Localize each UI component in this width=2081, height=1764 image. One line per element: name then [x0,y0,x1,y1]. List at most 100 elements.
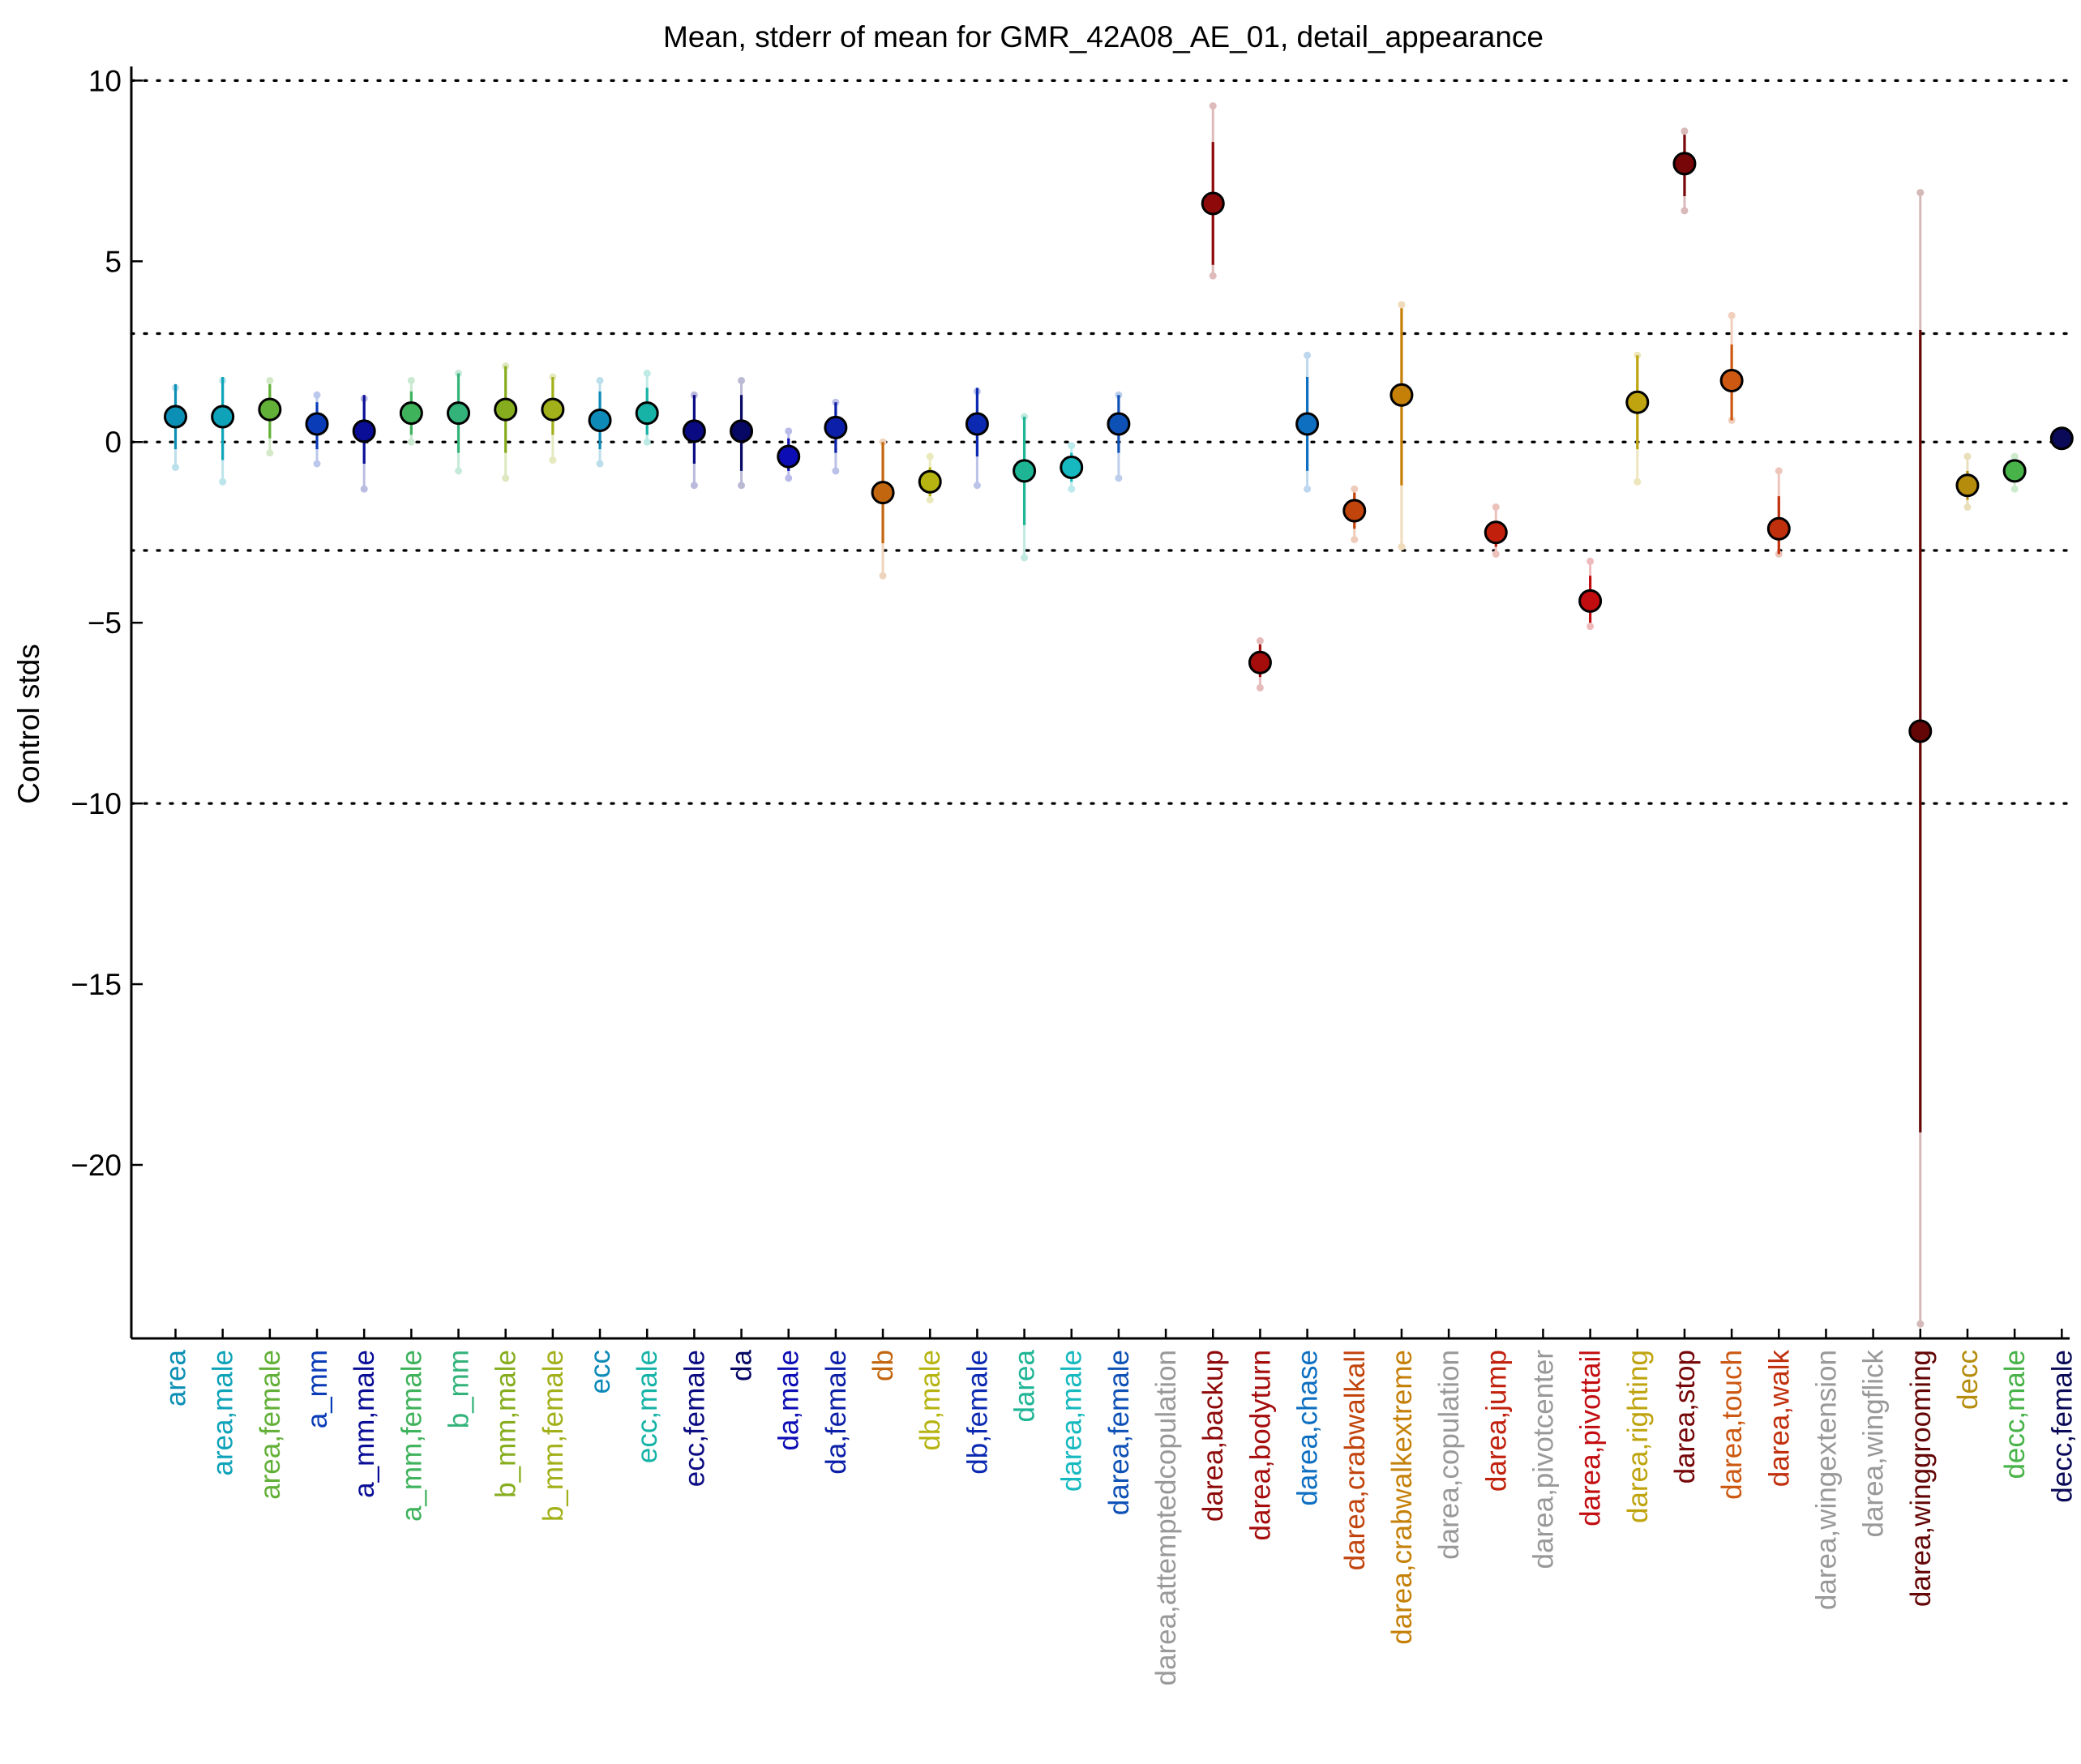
x-tick-label: darea,copulation [1433,1350,1465,1560]
x-tick-label: darea,pivotcenter [1527,1350,1559,1569]
range-min-point [360,485,368,493]
mean-point [918,469,942,494]
x-tick-label: b_mm,female [537,1350,569,1522]
x-tick-label: darea,male [1056,1350,1088,1492]
mean-point [1248,650,1272,674]
x-tick-label: darea,winggrooming [1905,1350,1937,1607]
range-min-point [407,438,415,446]
range-min-point [1963,503,1972,512]
x-tick-label: decc,male [1999,1350,2031,1479]
x-tick-label: darea,jump [1480,1350,1512,1492]
mean-point [541,397,565,422]
mean-point [1107,412,1131,436]
reference-lines [130,79,2071,805]
range-min-point [2010,485,2019,493]
x-tick-label: area [161,1349,192,1406]
range-min-point [1304,485,1312,493]
range-max-point [313,391,321,399]
mean-point [1625,390,1650,414]
range-max-point [738,376,746,384]
range-min-point [172,463,179,471]
x-tick-label: darea,walk [1763,1350,1795,1488]
mean-point [1766,516,1791,541]
x-tick-label: darea,wingflick [1858,1350,1890,1538]
x-tick-label: db,female [961,1350,993,1475]
mean-point [1955,473,1980,498]
range-min-point [455,467,463,475]
x-tick-label: darea [1009,1349,1041,1422]
range-min-point [832,467,840,475]
range-max-point [1681,127,1689,135]
x-tick-label: area,male [208,1350,239,1476]
mean-point [1484,520,1508,545]
range-min-point [690,482,698,490]
range-min-point [1586,623,1595,631]
x-tick-label: a_mm,male [349,1350,380,1498]
x-tick-label: darea,bodyturn [1244,1350,1276,1540]
x-tick-label: db,male [914,1350,946,1451]
range-max-point [1209,102,1217,110]
mean-point [399,401,423,426]
x-tick-label: b_mm [443,1350,475,1428]
range-max-point [266,376,274,384]
range-max-point [596,376,604,384]
range-min-point [1398,543,1406,551]
y-axis-label: Control stds [12,644,45,803]
mean-point [211,405,235,429]
range-min-point [643,438,651,446]
range-max-point [1775,467,1783,475]
mean-point [1201,191,1225,216]
x-tick-label: ecc,female [679,1350,710,1487]
y-tick-label: −10 [71,787,122,820]
mean-point [1719,368,1744,392]
x-tick-label: a_mm [302,1350,333,1428]
range-max-point [1304,351,1312,359]
mean-point [1342,499,1367,523]
range-max-point [643,370,651,378]
mean-point [305,412,329,436]
data-marks [164,102,2074,1328]
range-max-point [407,376,415,384]
y-tick-label: 10 [88,64,122,97]
range-min-point [738,482,746,490]
range-min-point [1681,207,1689,215]
x-tick-label: darea,chase [1292,1350,1324,1506]
x-tick-label: decc,female [2046,1350,2078,1503]
x-ticks [174,1329,2063,1338]
x-tick-label: decc [1952,1350,1984,1410]
mean-point [1060,455,1084,479]
range-min-point [549,456,557,465]
mean-point [1295,412,1320,436]
mean-point [965,412,989,436]
range-max-point [785,427,793,435]
range-min-point [502,474,510,482]
range-max-point [1963,452,1972,460]
x-tick-label: darea,crabwalkextreme [1386,1350,1418,1645]
x-tick-labels: area area,male area,female a_mm a_mm,male a_m… [161,1349,2079,1685]
mean-point [494,397,518,422]
mean-point [871,481,895,505]
x-tick-label: darea,wingextension [1810,1350,1842,1610]
x-tick-label: darea,female [1103,1350,1135,1515]
range-max-point [1492,503,1500,512]
range-min-point [1634,477,1642,486]
x-tick-label: darea,stop [1669,1350,1701,1484]
range-max-point [1068,442,1076,450]
mean-point [2049,426,2074,451]
x-tick-label: da [726,1349,758,1381]
x-tick-label: darea,attemptedcopulation [1150,1350,1182,1685]
range-min-point [1256,683,1264,691]
x-tick-label: darea,touch [1716,1350,1748,1500]
range-min-point [1351,536,1359,544]
x-tick-label: ecc,male [632,1350,663,1463]
y-tick-label: −20 [71,1149,122,1182]
y-ticks: 10 5 0 −5 −10 −15 −20 [71,64,143,1182]
mean-point [2002,459,2027,483]
mean-point [1389,383,1414,407]
mean-point [1908,719,1933,743]
mean-point [258,397,282,422]
range-min-point [596,460,604,468]
range-min-point [879,572,887,580]
